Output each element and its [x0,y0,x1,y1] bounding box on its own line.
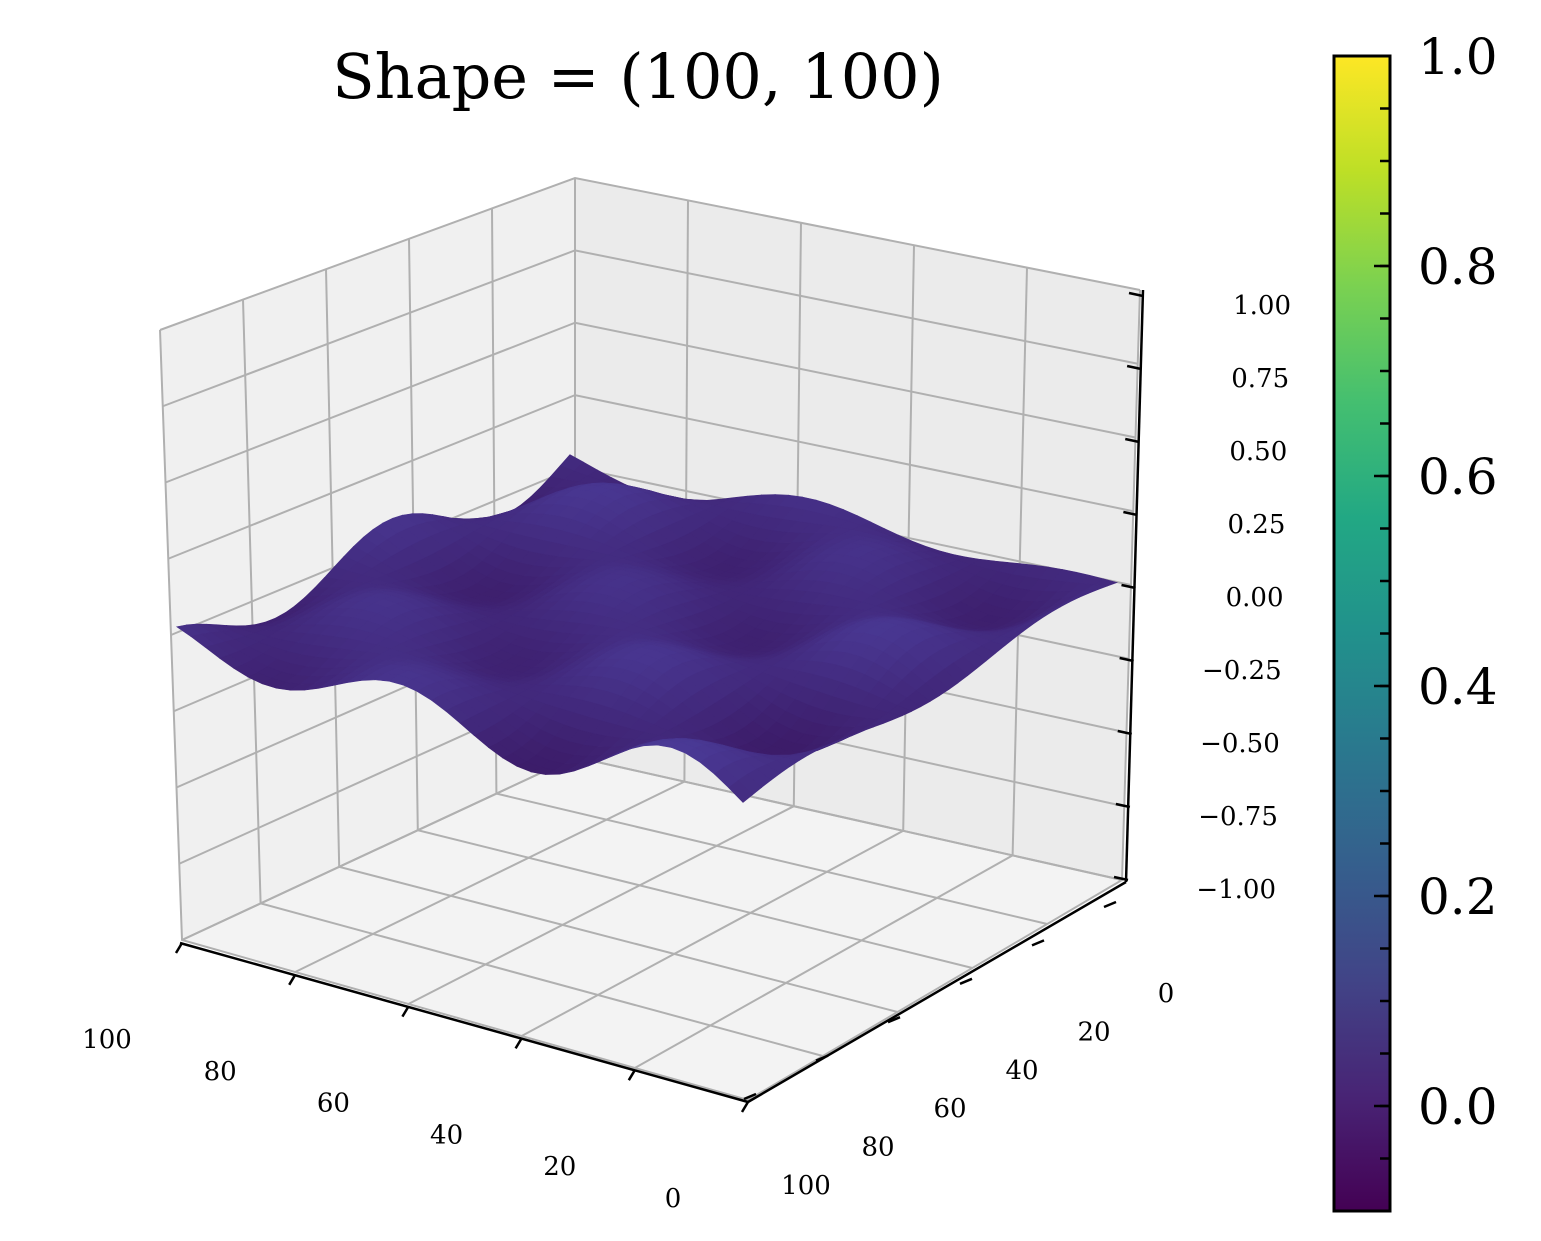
z-tick-mark [1128,291,1144,298]
x-tick-mark [288,974,297,986]
colorbar-ticks: 0.0 0.2 0.4 0.6 0.8 1.0 [1374,28,1498,1160]
z-tick-label: −0.50 [1200,729,1280,759]
x-tick-mark [174,942,184,954]
x-tick-mark [627,1069,636,1081]
tick-labels: 0 20 40 60 80 100 0 20 40 60 80 100 −1.00 −0.75 −0.50 −… [82,291,1291,1214]
z-tick-label: −1.00 [1196,875,1276,905]
y-tick-label: 60 [933,1094,966,1124]
z-tick-mark [1123,510,1138,517]
floor-pane [182,757,1122,1100]
x-tick-mark [514,1037,523,1050]
y-tick-label: 20 [1077,1017,1110,1047]
z-tick-mark [1124,437,1140,444]
z-tick-label: −0.75 [1198,802,1278,832]
z-tick-mark [1117,729,1133,736]
y-grid-line [159,329,749,1101]
x-tick-label: 20 [543,1152,576,1182]
x-tick-label: 100 [82,1025,132,1055]
axes [174,289,1145,1113]
z-tick-mark [1126,364,1142,371]
y-grid-line [408,238,973,969]
chart-title: Shape = (100, 100) [332,40,944,113]
y-tick-label: 0 [1158,979,1175,1009]
z-tick-label: 0.25 [1227,510,1285,540]
surface [175,454,1118,803]
z-tick-mark [1113,875,1129,882]
z-tick-label: 0.00 [1226,583,1284,613]
x-tick-mark [401,1005,410,1018]
z-tick-mark [1121,583,1136,590]
x-tick-label: 0 [665,1184,682,1214]
x-tick-mark [740,1101,750,1113]
y-tick-mark [815,1054,829,1062]
y-tick-label: 80 [861,1133,894,1163]
z-tick-label: 0.50 [1229,437,1287,467]
x-tick-label: 80 [204,1057,237,1087]
colorbar-tick-label: 1.0 [1418,28,1498,86]
y-axis-line [747,880,1127,1104]
y-grid-line [491,208,1048,925]
y-tick-mark [743,1092,757,1101]
y-tick-mark [959,977,973,985]
colorbar-tick-label: 0.2 [1418,868,1498,926]
z-tick-label: 0.75 [1231,364,1289,394]
z-tick-mark [1115,802,1131,809]
z-tick-mark [1119,656,1134,663]
x-tick-label: 60 [317,1089,350,1119]
x-tick-label: 40 [430,1120,463,1150]
y-tick-mark [1103,900,1117,909]
colorbar-tick-label: 0.0 [1418,1078,1498,1136]
z-axis-line [1124,289,1145,883]
y-tick-label: 40 [1005,1056,1038,1086]
z-tick-label: 1.00 [1233,291,1291,321]
y-tick-mark [887,1016,901,1024]
colorbar-tick-label: 0.4 [1418,658,1498,716]
colorbar-tick-label: 0.8 [1418,238,1498,296]
colorbar-tick-label: 0.6 [1418,448,1498,506]
surface-patch [728,780,753,803]
z-tick-label: −0.25 [1202,656,1282,686]
y-tick-label: 100 [781,1171,831,1201]
x-axis-line [179,941,749,1104]
y-grid-line [325,269,898,1013]
y-tick-mark [1031,939,1045,947]
y-grid-line [242,299,824,1057]
